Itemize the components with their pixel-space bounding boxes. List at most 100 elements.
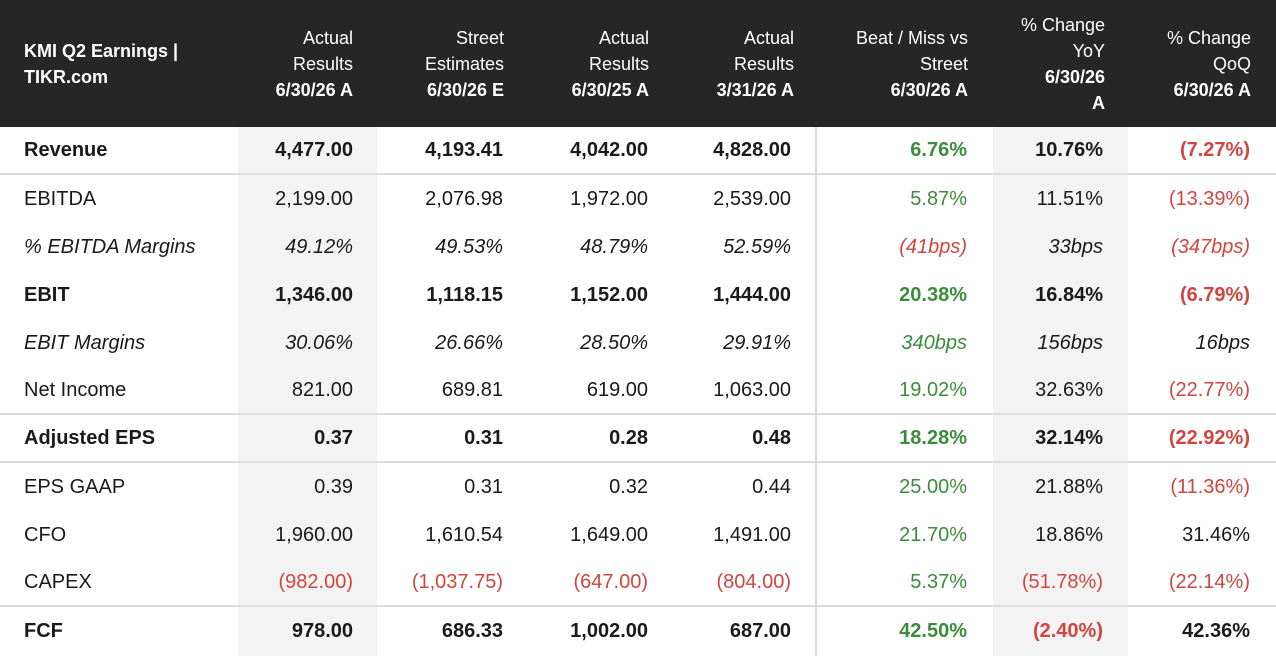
cell-yoy: 156bps (1037, 331, 1103, 354)
col-header-line: Results (292, 53, 353, 74)
col-header-line: Actual (743, 27, 794, 48)
column-divider (815, 127, 817, 656)
cell-qoq: (22.92%) (1168, 426, 1250, 449)
cell-qoq: 31.46% (1182, 523, 1250, 546)
cell-actual: (982.00) (278, 570, 354, 593)
table-row-cfo: CFO 1,960.00 1,610.54 1,649.00 1,491.00 … (0, 511, 1276, 559)
col-header-line: Street (919, 53, 968, 74)
col-header-line: % Change (1166, 27, 1251, 48)
cell-yoy: 18.86% (1035, 523, 1103, 546)
cell-beat-miss: 5.37% (910, 570, 967, 593)
cell-prior-year: 1,002.00 (570, 619, 648, 642)
col-header-beat-miss: Beat / Miss vs Street 6/30/26 A (820, 0, 968, 127)
col-header-line: QoQ (1212, 53, 1251, 74)
cell-estimate: 1,610.54 (425, 523, 503, 546)
cell-actual: 4,477.00 (275, 138, 353, 161)
cell-qoq: (7.27%) (1179, 138, 1250, 161)
col-header-date: 6/30/26 A (890, 79, 968, 100)
col-header-date: 6/30/26 A (275, 79, 353, 100)
column-shade-actual (238, 127, 377, 656)
cell-yoy: 16.84% (1035, 283, 1103, 306)
cell-estimate: 686.33 (441, 619, 503, 642)
col-header-change-qoq: % Change QoQ 6/30/26 A (1130, 0, 1251, 127)
cell-estimate: 1,118.15 (426, 283, 503, 306)
col-header-line: Actual (302, 27, 353, 48)
row-label: EBIT (24, 283, 70, 306)
table-title: KMI Q2 Earnings | TIKR.com (24, 0, 224, 127)
row-separator (0, 173, 1276, 175)
cell-prior-year: 28.50% (580, 331, 648, 354)
cell-estimate: 689.81 (441, 378, 503, 401)
cell-qoq: 42.36% (1182, 619, 1250, 642)
cell-qoq: (6.79%) (1179, 283, 1250, 306)
cell-prior-quarter: 687.00 (729, 619, 791, 642)
cell-yoy: (51.78%) (1021, 570, 1103, 593)
col-header-line: YoY (1072, 40, 1105, 61)
cell-qoq: (22.77%) (1168, 378, 1250, 401)
col-header-street-estimates: Street Estimates 6/30/26 E (380, 0, 504, 127)
title-line-1: KMI Q2 Earnings | (24, 40, 179, 61)
col-header-date: 3/31/26 A (716, 79, 794, 100)
row-label: Adjusted EPS (24, 426, 156, 449)
cell-estimate: 26.66% (435, 331, 503, 354)
cell-prior-year: 48.79% (580, 235, 648, 258)
cell-beat-miss: (41bps) (899, 235, 967, 258)
table-row-ebit: EBIT 1,346.00 1,118.15 1,152.00 1,444.00… (0, 271, 1276, 319)
col-header-line: Results (588, 53, 649, 74)
cell-estimate: 0.31 (464, 475, 503, 498)
cell-estimate: (1,037.75) (411, 570, 503, 593)
cell-beat-miss: 340bps (901, 331, 967, 354)
cell-prior-quarter: 29.91% (723, 331, 791, 354)
row-label: FCF (24, 619, 63, 642)
col-header-line: Estimates (424, 53, 504, 74)
cell-qoq: 16bps (1195, 331, 1251, 354)
cell-actual: 1,960.00 (275, 523, 353, 546)
cell-beat-miss: 25.00% (899, 475, 967, 498)
cell-estimate: 0.31 (464, 426, 503, 449)
table-header: KMI Q2 Earnings | TIKR.com Actual Result… (0, 0, 1276, 127)
cell-actual: 821.00 (291, 378, 353, 401)
cell-yoy: 32.14% (1035, 426, 1103, 449)
cell-estimate: 49.53% (435, 235, 503, 258)
cell-qoq: (22.14%) (1168, 570, 1250, 593)
cell-actual: 978.00 (291, 619, 353, 642)
cell-actual: 0.39 (314, 475, 353, 498)
cell-yoy: (2.40%) (1032, 619, 1103, 642)
table-row-net-income: Net Income 821.00 689.81 619.00 1,063.00… (0, 367, 1276, 413)
cell-beat-miss: 21.70% (899, 523, 967, 546)
table-row-ebit-margins: EBIT Margins 30.06% 26.66% 28.50% 29.91%… (0, 319, 1276, 367)
row-label: EBITDA (24, 187, 97, 210)
cell-beat-miss: 20.38% (899, 283, 967, 306)
cell-beat-miss: 6.76% (910, 138, 967, 161)
row-separator (0, 413, 1276, 415)
row-label: % EBITDA Margins (24, 235, 196, 258)
col-header-line: % Change (1020, 14, 1105, 35)
table-row-capex: CAPEX (982.00) (1,037.75) (647.00) (804.… (0, 559, 1276, 605)
cell-prior-quarter: 4,828.00 (713, 138, 791, 161)
cell-prior-year: (647.00) (573, 570, 649, 593)
cell-prior-quarter: 2,539.00 (713, 187, 791, 210)
table-row-fcf: FCF 978.00 686.33 1,002.00 687.00 42.50%… (0, 607, 1276, 655)
cell-prior-year: 619.00 (586, 378, 648, 401)
cell-qoq: (347bps) (1171, 235, 1250, 258)
col-header-line: Street (455, 27, 504, 48)
cell-prior-quarter: 0.48 (752, 426, 791, 449)
cell-prior-quarter: 52.59% (723, 235, 791, 258)
cell-prior-quarter: (804.00) (716, 570, 792, 593)
cell-beat-miss: 18.28% (899, 426, 967, 449)
cell-beat-miss: 42.50% (899, 619, 967, 642)
cell-actual: 30.06% (285, 331, 353, 354)
cell-prior-year: 0.32 (609, 475, 648, 498)
row-separator (0, 605, 1276, 607)
cell-prior-year: 1,972.00 (570, 187, 648, 210)
cell-beat-miss: 19.02% (899, 378, 967, 401)
cell-prior-quarter: 1,063.00 (713, 378, 791, 401)
col-header-line: Actual (598, 27, 649, 48)
cell-actual: 49.12% (285, 235, 353, 258)
cell-estimate: 4,193.41 (425, 138, 503, 161)
cell-actual: 1,346.00 (275, 283, 353, 306)
row-label: Revenue (24, 138, 108, 161)
cell-estimate: 2,076.98 (425, 187, 503, 210)
table-row-ebitda-margins: % EBITDA Margins 49.12% 49.53% 48.79% 52… (0, 223, 1276, 271)
